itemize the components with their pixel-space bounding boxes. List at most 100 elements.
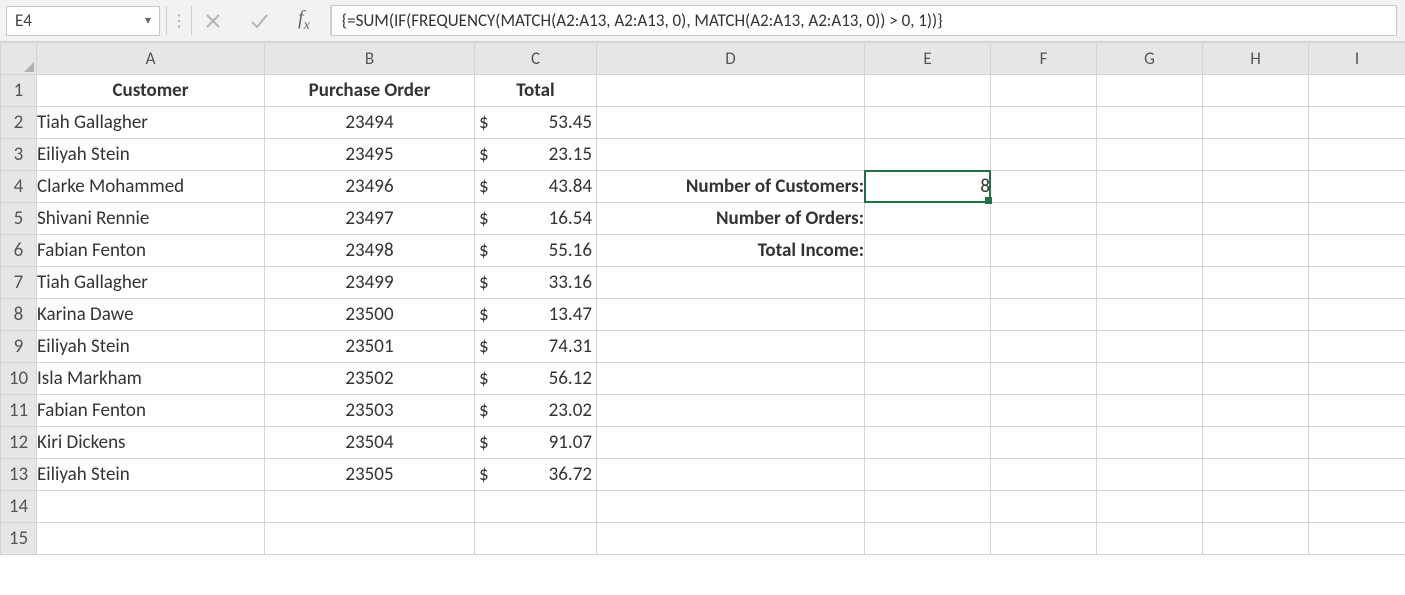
- row-header[interactable]: 2: [1, 107, 37, 139]
- cell-G4[interactable]: [1097, 171, 1203, 203]
- cell-C5[interactable]: $16.54: [475, 203, 597, 235]
- cell-G3[interactable]: [1097, 139, 1203, 171]
- cell-E3[interactable]: [865, 139, 991, 171]
- cell-G6[interactable]: [1097, 235, 1203, 267]
- cell-B3[interactable]: 23495: [265, 139, 475, 171]
- row-header[interactable]: 1: [1, 75, 37, 107]
- col-header-F[interactable]: F: [991, 43, 1097, 75]
- cell-I10[interactable]: [1309, 363, 1405, 395]
- cell-C12[interactable]: $91.07: [475, 427, 597, 459]
- cell-B5[interactable]: 23497: [265, 203, 475, 235]
- row-header[interactable]: 15: [1, 523, 37, 555]
- name-box[interactable]: E4 ▾: [6, 6, 160, 36]
- cell-F8[interactable]: [991, 299, 1097, 331]
- cell-F5[interactable]: [991, 203, 1097, 235]
- cell-G12[interactable]: [1097, 427, 1203, 459]
- cell-D4[interactable]: Number of Customers:: [597, 171, 865, 203]
- cell-I3[interactable]: [1309, 139, 1405, 171]
- cell-F7[interactable]: [991, 267, 1097, 299]
- cell-B13[interactable]: 23505: [265, 459, 475, 491]
- cell-A3[interactable]: Eiliyah Stein: [37, 139, 265, 171]
- cell-H12[interactable]: [1203, 427, 1309, 459]
- cell-G11[interactable]: [1097, 395, 1203, 427]
- cell-C11[interactable]: $23.02: [475, 395, 597, 427]
- cell-B9[interactable]: 23501: [265, 331, 475, 363]
- cell-D13[interactable]: [597, 459, 865, 491]
- col-header-D[interactable]: D: [597, 43, 865, 75]
- row-header[interactable]: 8: [1, 299, 37, 331]
- cell-H2[interactable]: [1203, 107, 1309, 139]
- row-header[interactable]: 4: [1, 171, 37, 203]
- cell-C1[interactable]: Total: [475, 75, 597, 107]
- cell-D9[interactable]: [597, 331, 865, 363]
- cell-D7[interactable]: [597, 267, 865, 299]
- cell-G2[interactable]: [1097, 107, 1203, 139]
- cell-A5[interactable]: Shivani Rennie: [37, 203, 265, 235]
- cell-A4[interactable]: Clarke Mohammed: [37, 171, 265, 203]
- cell-C9[interactable]: $74.31: [475, 331, 597, 363]
- cell-F13[interactable]: [991, 459, 1097, 491]
- cell-D6[interactable]: Total Income:: [597, 235, 865, 267]
- cell-A10[interactable]: Isla Markham: [37, 363, 265, 395]
- cell-F10[interactable]: [991, 363, 1097, 395]
- cell-F14[interactable]: [991, 491, 1097, 523]
- cell-F12[interactable]: [991, 427, 1097, 459]
- cell-E10[interactable]: [865, 363, 991, 395]
- cell-B6[interactable]: 23498: [265, 235, 475, 267]
- cell-A9[interactable]: Eiliyah Stein: [37, 331, 265, 363]
- confirm-icon[interactable]: [248, 10, 270, 32]
- cancel-icon[interactable]: [202, 10, 224, 32]
- col-header-G[interactable]: G: [1097, 43, 1203, 75]
- cell-E4[interactable]: 8: [865, 171, 991, 203]
- cell-G10[interactable]: [1097, 363, 1203, 395]
- cell-G15[interactable]: [1097, 523, 1203, 555]
- fx-icon[interactable]: fx: [298, 7, 310, 34]
- cell-D15[interactable]: [597, 523, 865, 555]
- cell-F1[interactable]: [991, 75, 1097, 107]
- cell-E9[interactable]: [865, 331, 991, 363]
- formula-input[interactable]: {=SUM(IF(FREQUENCY(MATCH(A2:A13, A2:A13,…: [331, 5, 1397, 36]
- cell-C7[interactable]: $33.16: [475, 267, 597, 299]
- cell-D11[interactable]: [597, 395, 865, 427]
- cell-H5[interactable]: [1203, 203, 1309, 235]
- row-header[interactable]: 14: [1, 491, 37, 523]
- cell-D5[interactable]: Number of Orders:: [597, 203, 865, 235]
- cell-G9[interactable]: [1097, 331, 1203, 363]
- cell-D12[interactable]: [597, 427, 865, 459]
- cell-A14[interactable]: [37, 491, 265, 523]
- cell-I8[interactable]: [1309, 299, 1405, 331]
- cell-A8[interactable]: Karina Dawe: [37, 299, 265, 331]
- cell-B10[interactable]: 23502: [265, 363, 475, 395]
- cell-I6[interactable]: [1309, 235, 1405, 267]
- cell-C4[interactable]: $43.84: [475, 171, 597, 203]
- cell-A6[interactable]: Fabian Fenton: [37, 235, 265, 267]
- cell-C10[interactable]: $56.12: [475, 363, 597, 395]
- cell-H10[interactable]: [1203, 363, 1309, 395]
- cell-D10[interactable]: [597, 363, 865, 395]
- cell-H4[interactable]: [1203, 171, 1309, 203]
- cell-F15[interactable]: [991, 523, 1097, 555]
- cell-E12[interactable]: [865, 427, 991, 459]
- cell-C14[interactable]: [475, 491, 597, 523]
- row-header[interactable]: 13: [1, 459, 37, 491]
- cell-I11[interactable]: [1309, 395, 1405, 427]
- cell-G14[interactable]: [1097, 491, 1203, 523]
- cell-B4[interactable]: 23496: [265, 171, 475, 203]
- cell-H3[interactable]: [1203, 139, 1309, 171]
- col-header-H[interactable]: H: [1203, 43, 1309, 75]
- cell-E11[interactable]: [865, 395, 991, 427]
- cell-B14[interactable]: [265, 491, 475, 523]
- cell-C13[interactable]: $36.72: [475, 459, 597, 491]
- cell-G8[interactable]: [1097, 299, 1203, 331]
- cell-F6[interactable]: [991, 235, 1097, 267]
- cell-A2[interactable]: Tiah Gallagher: [37, 107, 265, 139]
- row-header[interactable]: 5: [1, 203, 37, 235]
- cell-E8[interactable]: [865, 299, 991, 331]
- cell-F3[interactable]: [991, 139, 1097, 171]
- cell-A13[interactable]: Eiliyah Stein: [37, 459, 265, 491]
- cell-E1[interactable]: [865, 75, 991, 107]
- col-header-E[interactable]: E: [865, 43, 991, 75]
- cell-C15[interactable]: [475, 523, 597, 555]
- cell-A7[interactable]: Tiah Gallagher: [37, 267, 265, 299]
- col-header-I[interactable]: I: [1309, 43, 1405, 75]
